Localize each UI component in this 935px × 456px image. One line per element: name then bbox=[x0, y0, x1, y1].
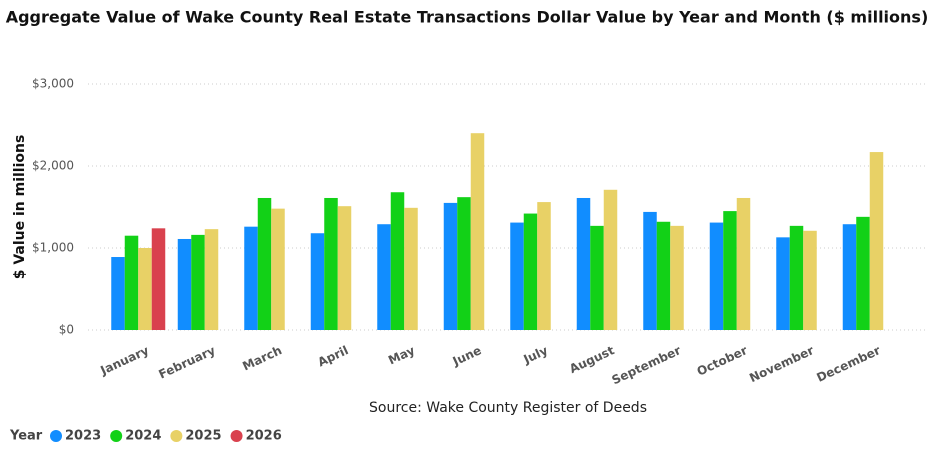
bar bbox=[244, 226, 258, 330]
bar bbox=[310, 233, 325, 330]
bar bbox=[191, 234, 205, 330]
bar bbox=[470, 133, 485, 330]
bar bbox=[510, 222, 524, 330]
bar bbox=[776, 237, 790, 330]
bar bbox=[390, 192, 405, 330]
y-tick-label: $0 bbox=[59, 323, 74, 337]
legend-label: 2025 bbox=[185, 429, 221, 444]
x-tick-label: May bbox=[386, 343, 417, 367]
bar bbox=[271, 208, 285, 330]
x-tick-label: March bbox=[240, 343, 284, 373]
bar bbox=[643, 211, 657, 330]
x-tick-label: February bbox=[157, 343, 218, 381]
bar bbox=[856, 216, 870, 330]
bar bbox=[523, 213, 538, 330]
bar bbox=[603, 189, 618, 330]
bar bbox=[257, 197, 272, 330]
bar bbox=[377, 224, 391, 330]
legend-label: 2026 bbox=[246, 429, 282, 444]
bar bbox=[842, 224, 857, 330]
legend-marker bbox=[230, 430, 243, 442]
y-tick-label: $1,000 bbox=[32, 241, 74, 255]
bar bbox=[709, 222, 724, 330]
bar bbox=[789, 225, 804, 330]
bar bbox=[656, 221, 671, 330]
bar bbox=[324, 197, 338, 330]
bar bbox=[443, 202, 458, 330]
bar bbox=[151, 228, 166, 330]
x-tick-label: December bbox=[814, 343, 882, 385]
x-tick-label: September bbox=[610, 343, 683, 387]
chart-title: Aggregate Value of Wake County Real Esta… bbox=[6, 8, 929, 27]
x-tick-label: June bbox=[450, 343, 484, 369]
legend-marker bbox=[110, 430, 123, 442]
bar bbox=[404, 207, 418, 330]
bar bbox=[124, 235, 139, 330]
bar bbox=[537, 202, 551, 330]
legend-marker bbox=[170, 430, 183, 442]
bar bbox=[111, 257, 125, 330]
bar bbox=[337, 206, 352, 330]
y-tick-label: $3,000 bbox=[32, 77, 74, 91]
x-tick-label: April bbox=[316, 343, 351, 369]
x-tick-label: January bbox=[97, 343, 151, 378]
legend-label: 2024 bbox=[125, 429, 161, 444]
bar bbox=[457, 197, 471, 330]
bar bbox=[576, 197, 591, 330]
x-tick-label: November bbox=[747, 343, 816, 385]
bar bbox=[590, 225, 604, 330]
x-tick-label: July bbox=[521, 343, 551, 367]
legend-marker bbox=[50, 430, 62, 442]
source-note: Source: Wake County Register of Deeds bbox=[369, 400, 647, 416]
bar bbox=[177, 238, 192, 330]
bar bbox=[723, 211, 737, 330]
bar bbox=[670, 225, 684, 330]
bar bbox=[803, 230, 817, 330]
x-tick-label: August bbox=[567, 343, 617, 376]
y-axis-title: $ Value in millions bbox=[12, 135, 28, 280]
bar bbox=[736, 197, 751, 330]
bar bbox=[869, 152, 884, 330]
bar bbox=[138, 248, 152, 330]
legend-label: 2023 bbox=[65, 429, 101, 444]
y-tick-label: $2,000 bbox=[32, 159, 74, 173]
bar bbox=[204, 229, 219, 330]
x-tick-label: October bbox=[695, 343, 750, 379]
legend-title: Year bbox=[9, 429, 43, 444]
